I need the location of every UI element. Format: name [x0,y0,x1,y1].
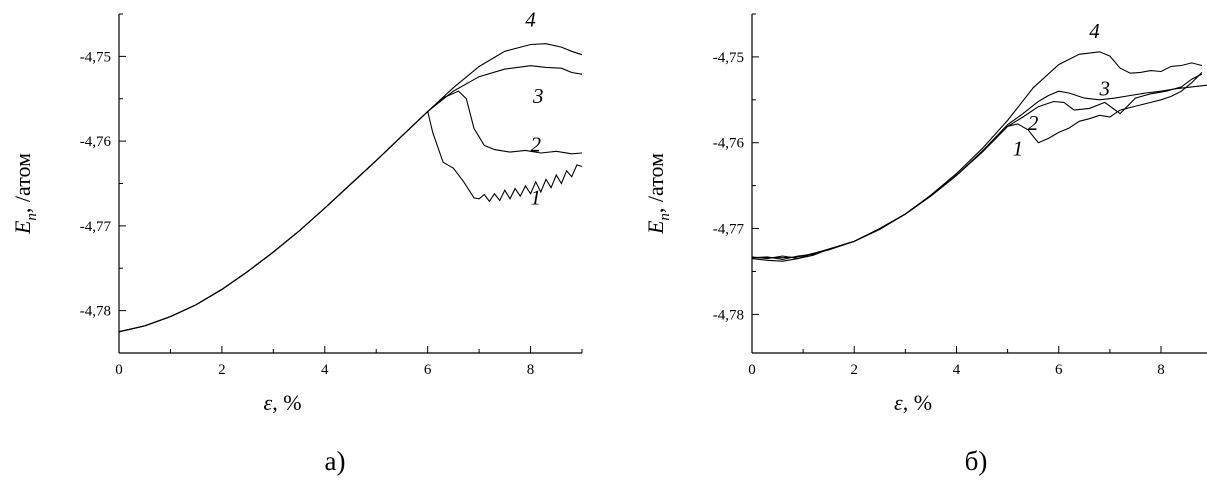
x-tick-label: 4 [953,362,961,378]
series-line-2 [751,73,1203,260]
x-axis-symbol: ε [894,390,903,415]
series-label-2: 2 [530,132,541,156]
x-tick-label: 8 [1157,362,1165,378]
x-tick-label: 0 [115,362,123,378]
y-tick-label: -4,77 [80,219,112,235]
series-label-4: 4 [1089,19,1100,43]
y-axis-symbol: E [643,220,668,235]
y-axis-unit: , /атом [643,153,668,213]
y-tick-label: -4,76 [713,136,745,152]
series-label-4: 4 [525,8,536,32]
series-line-4 [752,51,1203,259]
y-axis-subscript: n [24,213,40,221]
x-axis-symbol: ε [264,390,273,415]
y-tick-label: -4,76 [80,134,112,150]
y-axis-symbol: E [10,220,35,235]
panel-label-a: а) [325,446,346,476]
series-line-3 [751,84,1207,261]
y-axis-title: En, /атом [643,153,673,235]
y-axis-unit: , /атом [10,153,35,213]
x-tick-label: 2 [850,362,858,378]
x-tick-label: 4 [321,362,329,378]
x-axis-title: ε, % [264,390,302,415]
x-tick-label: 0 [748,362,756,378]
series-line-3 [118,65,583,333]
x-axis-unit: , % [903,390,932,415]
x-tick-label: 2 [218,362,226,378]
x-axis-title: ε, % [894,390,932,415]
x-tick-label: 8 [527,362,535,378]
y-tick-label: -4,75 [80,49,111,65]
chart-panel-a: 0 2 4 6 8 -4,78 -4,77 -4,76 -4,75 ε, % En, /атом 1 2… [10,8,583,476]
y-tick-label: -4,77 [713,222,745,238]
series-line-2 [118,90,583,333]
series-label-3: 3 [1099,77,1111,101]
y-axis-subscript: n [657,213,673,221]
chart-panel-b: 0 2 4 6 8-4,78-4,77-4,76-4,75ε, %En, /атом12… [643,13,1207,476]
series-label-1: 1 [1013,137,1024,161]
series-line-1 [751,72,1203,262]
x-tick-label: 6 [1055,362,1063,378]
series-label-2: 2 [1028,111,1039,135]
y-axis-title: En, /атом [10,153,40,235]
series-label-3: 3 [532,84,544,108]
y-tick-label: -4,75 [713,50,744,66]
y-tick-label: -4,78 [80,304,111,320]
series-line-4 [118,43,583,333]
series-label-1: 1 [530,186,541,210]
series-line-1 [118,110,583,333]
x-axis-unit: , % [272,390,301,415]
y-tick-label: -4,78 [713,307,744,323]
panel-label-b: б) [965,446,988,476]
x-tick-label: 6 [424,362,432,378]
